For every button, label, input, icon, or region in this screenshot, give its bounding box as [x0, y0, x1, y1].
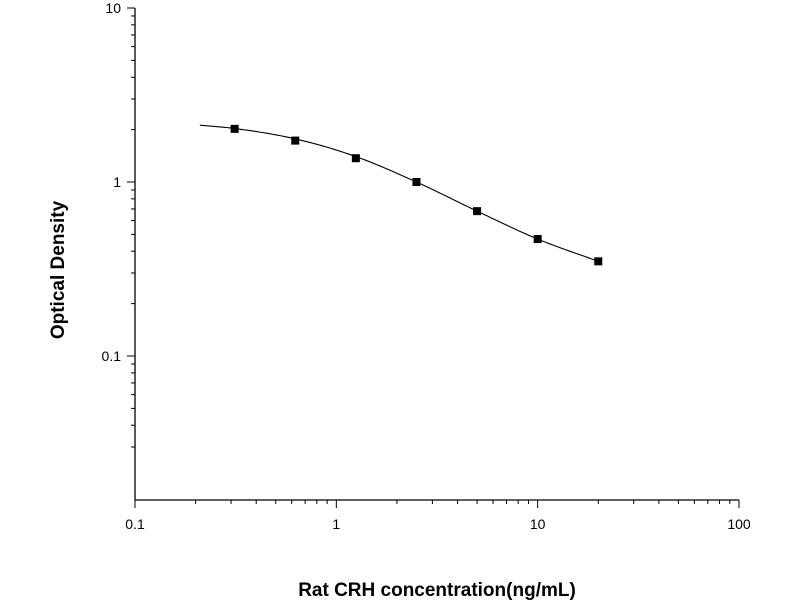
data-point-marker: [291, 136, 300, 145]
x-tick-label: 10: [530, 516, 546, 532]
y-axis-title: Optical Density: [48, 200, 69, 339]
data-point-marker: [230, 124, 239, 133]
axes-layer: [127, 7, 740, 508]
data-point-marker: [533, 235, 542, 244]
data-points-layer: [230, 124, 603, 266]
data-point-marker: [473, 207, 482, 216]
x-tick-label: 100: [727, 516, 751, 532]
y-tick-label: 0.1: [102, 348, 122, 364]
data-point-marker: [412, 178, 421, 186]
fit-curve-layer: [199, 124, 599, 262]
y-tick-label: 1: [113, 174, 121, 190]
data-point-marker: [594, 257, 603, 266]
x-axis-title: Rat CRH concentration(ng/mL): [298, 580, 576, 600]
x-tick-label: 1: [332, 516, 340, 532]
tick-labels-layer: 0.1 1 10 100 0.1 1 10: [102, 0, 751, 532]
data-point-marker: [351, 154, 360, 163]
x-tick-label: 0.1: [125, 516, 145, 532]
fit-curve: [199, 124, 599, 262]
y-tick-label: 10: [105, 0, 121, 16]
